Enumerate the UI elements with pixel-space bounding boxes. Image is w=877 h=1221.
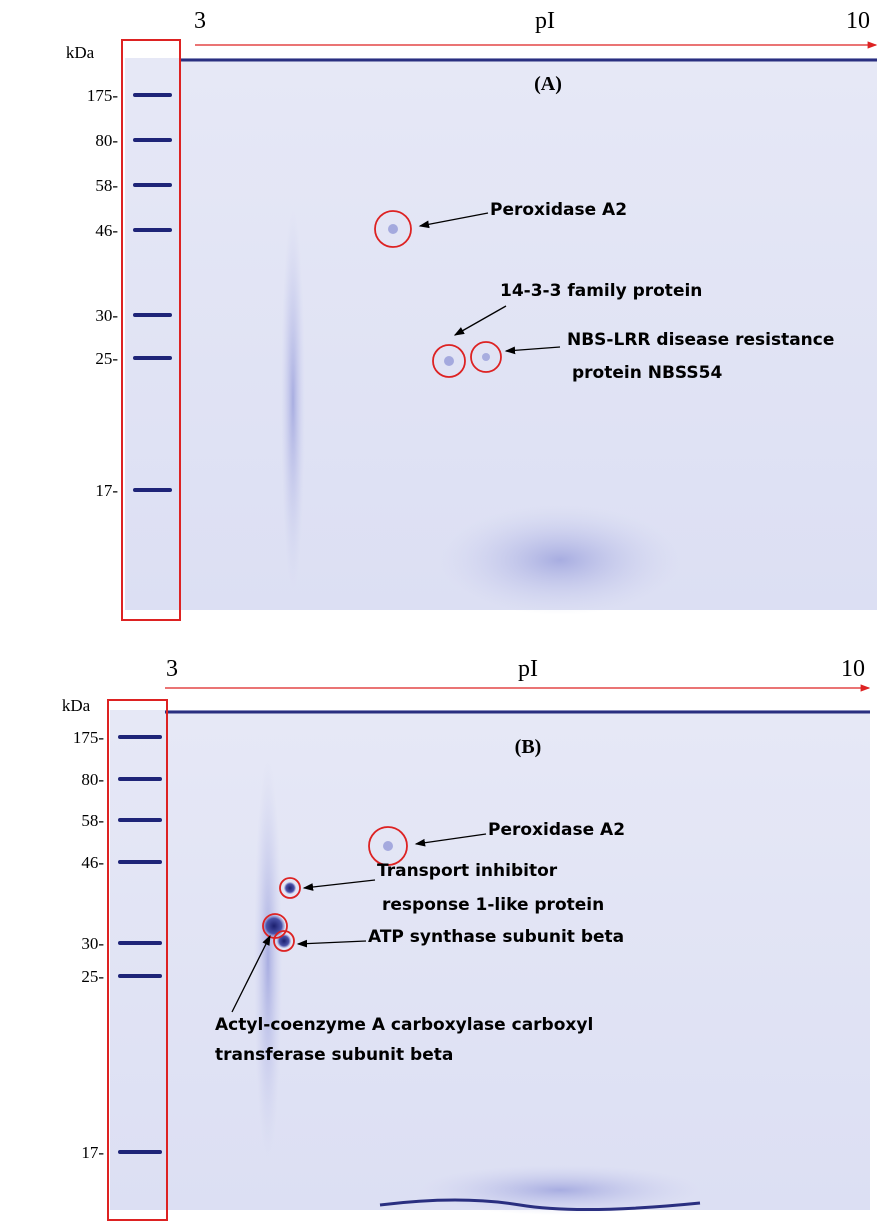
annotation-arrow (504, 346, 561, 355)
annotation-text: Transport inhibitor (377, 861, 558, 881)
marker-label: 17- (95, 481, 118, 500)
annotation-arrow (418, 212, 489, 229)
pi-title: pI (518, 656, 538, 682)
unit-label: kDa (66, 43, 95, 62)
annotation-arrow (302, 879, 376, 891)
annotation-text: protein NBSS54 (572, 363, 722, 383)
spot-circle (374, 210, 412, 248)
annotation-arrow (453, 305, 507, 336)
panel-label: (A) (534, 73, 562, 95)
spot-circle (470, 341, 502, 373)
annotation-text: Peroxidase A2 (488, 820, 625, 840)
marker-label: 25- (95, 349, 118, 368)
marker-label: 80- (95, 131, 118, 150)
marker-label: 175- (73, 728, 105, 747)
annotation-arrow (414, 833, 487, 847)
spot-circle (432, 344, 466, 378)
marker-label: 175- (87, 86, 119, 105)
annotation-arrow (296, 939, 367, 948)
pi-title: pI (535, 8, 555, 34)
spot-circle (279, 877, 301, 899)
ladder-box (121, 39, 181, 621)
annotation-text: ATP synthase subunit beta (368, 927, 624, 947)
gel-b (110, 710, 870, 1215)
marker-label: 46- (81, 853, 104, 872)
unit-label: kDa (62, 696, 91, 715)
marker-label: 58- (81, 811, 104, 830)
spot-circle (262, 913, 288, 939)
pi-start: 3 (194, 8, 206, 34)
pi-start: 3 (166, 656, 178, 682)
annotation-text: Actyl-coenzyme A carboxylase carboxyl (215, 1015, 593, 1035)
annotation-text: NBS-LRR disease resistance (567, 330, 834, 350)
pi-end: 10 (846, 8, 870, 34)
pi-end: 10 (841, 656, 865, 682)
marker-label: 30- (81, 934, 104, 953)
marker-label: 80- (81, 770, 104, 789)
annotation-text: transferase subunit beta (215, 1045, 453, 1065)
panel-label: (B) (515, 736, 542, 758)
annotation-text: 14-3-3 family protein (500, 281, 702, 301)
annotation-text: Peroxidase A2 (490, 200, 627, 220)
spot-circle (368, 826, 408, 866)
spot-circle (273, 930, 295, 952)
marker-label: 46- (95, 221, 118, 240)
marker-label: 58- (95, 176, 118, 195)
ladder-box (107, 699, 168, 1221)
marker-label: 30- (95, 306, 118, 325)
gel-a (125, 58, 877, 615)
annotation-text: response 1-like protein (382, 895, 604, 915)
marker-label: 17- (81, 1143, 104, 1162)
marker-label: 25- (81, 967, 104, 986)
annotation-arrow (231, 934, 271, 1013)
